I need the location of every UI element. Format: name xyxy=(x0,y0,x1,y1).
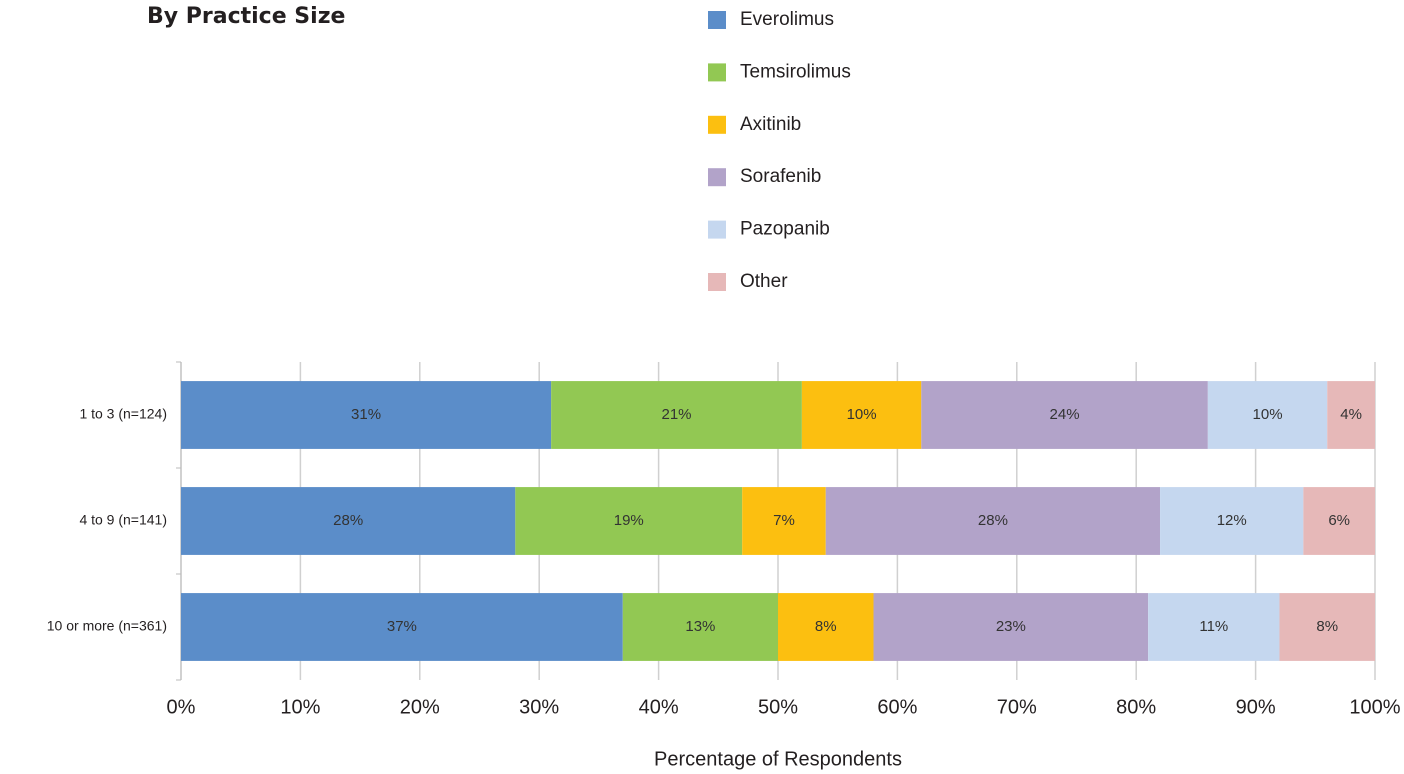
data-label: 7% xyxy=(773,512,795,529)
x-tick-label: 0% xyxy=(167,696,196,718)
bar-segment xyxy=(921,381,1208,449)
bar-segment xyxy=(181,487,516,555)
legend-swatch xyxy=(708,115,726,134)
x-tick-label: 90% xyxy=(1236,696,1276,718)
data-label: 10% xyxy=(847,406,877,423)
bar-segment xyxy=(551,381,802,449)
legend-label: Axitinib xyxy=(740,114,801,135)
legend-label: Temsirolimus xyxy=(740,61,851,82)
legend-swatch xyxy=(708,220,726,239)
bar-segment xyxy=(873,593,1149,661)
bar-segment xyxy=(1279,593,1375,661)
data-label: 31% xyxy=(351,406,381,423)
x-axis-title: Percentage of Respondents xyxy=(654,748,902,770)
bar-segment xyxy=(1207,381,1328,449)
data-label: 8% xyxy=(1316,618,1338,635)
legend-label: Sorafenib xyxy=(740,166,821,187)
data-label: 4% xyxy=(1340,406,1362,423)
bar-segment xyxy=(801,381,922,449)
data-label: 28% xyxy=(333,512,363,529)
bar-segment xyxy=(1160,487,1304,555)
data-label: 28% xyxy=(978,512,1008,529)
data-label: 19% xyxy=(614,512,644,529)
x-tick-label: 20% xyxy=(400,696,440,718)
bar-segment xyxy=(825,487,1161,555)
legend-swatch xyxy=(708,168,726,187)
x-tick-label: 60% xyxy=(877,696,917,718)
y-tick-label: 10 or more (n=361) xyxy=(47,618,167,634)
data-label: 11% xyxy=(1199,618,1228,635)
legend-swatch xyxy=(708,11,726,29)
data-label: 10% xyxy=(1253,406,1283,423)
data-label: 24% xyxy=(1050,406,1080,423)
bar-segment xyxy=(181,381,552,449)
data-label: 21% xyxy=(661,406,691,423)
legend-swatch xyxy=(708,63,726,82)
bar-segment xyxy=(1148,593,1280,661)
bar-segment xyxy=(778,593,874,661)
x-tick-label: 100% xyxy=(1349,696,1400,718)
legend-label: Pazopanib xyxy=(740,219,830,240)
x-tick-label: 10% xyxy=(280,696,320,718)
data-label: 12% xyxy=(1217,512,1247,529)
legend-swatch xyxy=(708,273,726,291)
legend-label: Everolimus xyxy=(740,9,834,30)
x-tick-label: 30% xyxy=(519,696,559,718)
y-tick-label: 4 to 9 (n=141) xyxy=(79,512,167,528)
y-tick-label: 1 to 3 (n=124) xyxy=(79,406,167,422)
x-tick-label: 50% xyxy=(758,696,798,718)
bar-segment xyxy=(622,593,778,661)
bar-segment xyxy=(1303,487,1375,555)
x-tick-label: 80% xyxy=(1116,696,1156,718)
legend-label: Other xyxy=(740,271,788,292)
bar-segment xyxy=(742,487,826,555)
x-tick-label: 40% xyxy=(639,696,679,718)
data-label: 6% xyxy=(1328,512,1350,529)
data-label: 23% xyxy=(996,618,1026,635)
data-label: 8% xyxy=(815,618,837,635)
data-label: 13% xyxy=(685,618,715,635)
bar-segment xyxy=(1327,381,1375,449)
x-tick-label: 70% xyxy=(997,696,1037,718)
bar-segment xyxy=(181,593,623,661)
chart-title: By Practice Size xyxy=(147,4,345,29)
bar-segment xyxy=(515,487,743,555)
data-label: 37% xyxy=(387,618,417,635)
